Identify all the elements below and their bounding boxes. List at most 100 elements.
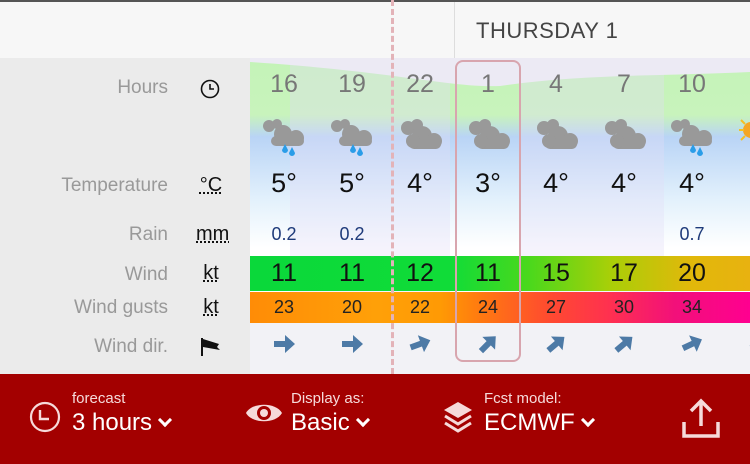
wind-arrow-icon [681,335,702,352]
day-header: THURSDAY 1 [0,0,750,60]
hour: 19 [338,70,366,98]
day-label: THURSDAY 1 [476,18,619,43]
wind-speed: 12 [406,259,434,287]
wind-gust: 34 [681,297,703,317]
wind-speed: 11 [339,259,365,287]
cloud-rain-icon [259,114,309,158]
hour: 22 [406,70,434,98]
share-icon [682,398,720,438]
wind-band [250,256,750,291]
now-line [391,0,394,374]
forecast-column[interactable]: 19 5° 0.2 11 20 [318,58,386,374]
display-value: Basic [291,409,350,436]
wind-arrow-icon [614,336,633,353]
forecast-column[interactable]: 1 5 2 1 [726,58,750,374]
forecast-column[interactable]: 7 4° 17 30 [590,58,658,374]
sun-cloud-icon [735,114,750,158]
windsock-icon [201,338,220,356]
label-wind-gusts: Wind gusts [74,297,168,318]
model-selector[interactable]: Fcst model: ECMWF [484,390,595,437]
temperature: 4° [679,168,705,198]
selected-column-highlight[interactable] [455,60,521,362]
hour: 1 [726,70,750,99]
hour: 7 [617,70,631,98]
temperature: 5° [339,168,365,198]
wind-speed: 11 [475,259,501,287]
display-label: Display as: [291,390,365,407]
label-wind-dir: Wind dir. [94,336,168,357]
wind-speed: 11 [271,259,297,287]
label-hours: Hours [117,77,168,98]
wind-arrow-icon [274,335,295,353]
unit-wind-gusts[interactable]: kt [203,296,219,318]
temperature: 5° [271,168,297,198]
model-label: Fcst model: [484,390,562,407]
wind-speed: 15 [542,259,570,287]
forecast-label: forecast [72,390,126,407]
wind-arrow-icon [342,335,363,353]
forecast-column[interactable]: 10 4° 0.7 20 34 [658,58,726,374]
wind-gust: 22 [409,297,431,317]
unit-wind[interactable]: kt [203,262,219,284]
unit-rain[interactable]: mm [196,223,230,245]
hour: 10 [678,70,706,98]
layers-icon [442,400,474,439]
top-curve [250,58,750,87]
cloud-icon [531,114,581,158]
wind-gust: 23 [273,297,295,317]
chevron-down-icon [355,412,370,428]
wind-arrow-icon [546,336,565,353]
cloud-icon [463,114,513,158]
wind-arrow-icon [409,335,431,353]
forecast-column[interactable]: 16 5° 0.2 11 23 [250,58,318,374]
hour: 16 [270,70,298,98]
chevron-down-icon [157,412,173,428]
wind-gust: 24 [477,297,499,317]
rain: 2 [726,224,750,245]
label-wind: Wind [124,264,168,285]
clock-icon [200,79,220,99]
wind-gust: 20 [341,297,363,317]
cloud-icon [599,114,649,158]
temperature: 4° [407,168,433,198]
dir-band [250,323,750,374]
wind-gust: 30 [613,297,635,317]
forecast-selector[interactable]: forecast 3 hours [72,390,173,437]
temperature: 4° [611,168,637,198]
wind-speed: 17 [610,259,638,287]
wind-speed: 1 [726,256,750,291]
gust-band [250,292,750,323]
rain: 0.2 [271,224,297,244]
forecast-column[interactable]: 22 4° 12 22 [386,58,454,374]
cloud-rain-icon [667,114,717,158]
share-button[interactable] [680,398,722,445]
model-value: ECMWF [484,409,575,436]
temperature: 4° [543,168,569,198]
wind-arrow-icon [749,335,750,352]
wind-speed: 20 [678,259,706,287]
forecast-column[interactable]: 1 3° 11 24 [454,58,522,374]
forecast-grid: 16 5° 0.2 11 23 19 5° 0.2 11 20 22 4° 12… [250,58,750,374]
hour: 1 [481,70,495,98]
display-selector[interactable]: Display as: Basic [291,390,370,437]
wind-gust: 27 [545,297,567,317]
wind-arrow-icon [478,336,496,354]
cloud-icon [395,114,445,158]
temperature: 3° [475,168,501,198]
forecast-column[interactable]: 4 4° 15 27 [522,58,590,374]
temperature: 5 [726,168,750,199]
rain: 0.2 [339,224,365,244]
day-separator [454,2,455,60]
cloud-rain-icon [327,114,377,158]
bottom-toolbar: forecast 3 hours Display as: Basic Fcst … [0,374,750,464]
wind-gust [726,292,750,323]
forecast-value: 3 hours [72,409,153,436]
chevron-down-icon [580,412,595,428]
hour: 4 [549,70,563,98]
clock-icon [28,400,62,439]
row-labels: Hours Temperature °C Rain mm Wind kt Win… [0,58,250,374]
unit-temperature[interactable]: °C [199,174,223,196]
label-temperature: Temperature [61,175,168,196]
eye-icon [244,398,284,433]
rain: 0.7 [679,224,705,244]
